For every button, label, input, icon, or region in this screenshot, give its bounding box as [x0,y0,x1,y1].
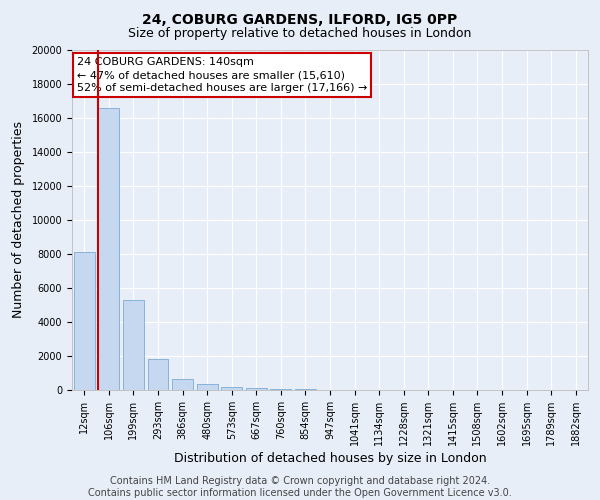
Text: 24 COBURG GARDENS: 140sqm
← 47% of detached houses are smaller (15,610)
52% of s: 24 COBURG GARDENS: 140sqm ← 47% of detac… [77,57,368,93]
Text: Size of property relative to detached houses in London: Size of property relative to detached ho… [128,28,472,40]
X-axis label: Distribution of detached houses by size in London: Distribution of detached houses by size … [173,452,487,465]
Text: Contains HM Land Registry data © Crown copyright and database right 2024.
Contai: Contains HM Land Registry data © Crown c… [88,476,512,498]
Bar [172,380,193,390]
Bar [221,387,242,390]
Bar [246,388,267,390]
Bar [123,300,144,390]
Bar [74,252,95,390]
Bar [148,360,169,390]
Y-axis label: Number of detached properties: Number of detached properties [11,122,25,318]
Bar [197,384,218,390]
Bar [98,108,119,390]
Bar [271,389,292,390]
Text: 24, COBURG GARDENS, ILFORD, IG5 0PP: 24, COBURG GARDENS, ILFORD, IG5 0PP [142,12,458,26]
